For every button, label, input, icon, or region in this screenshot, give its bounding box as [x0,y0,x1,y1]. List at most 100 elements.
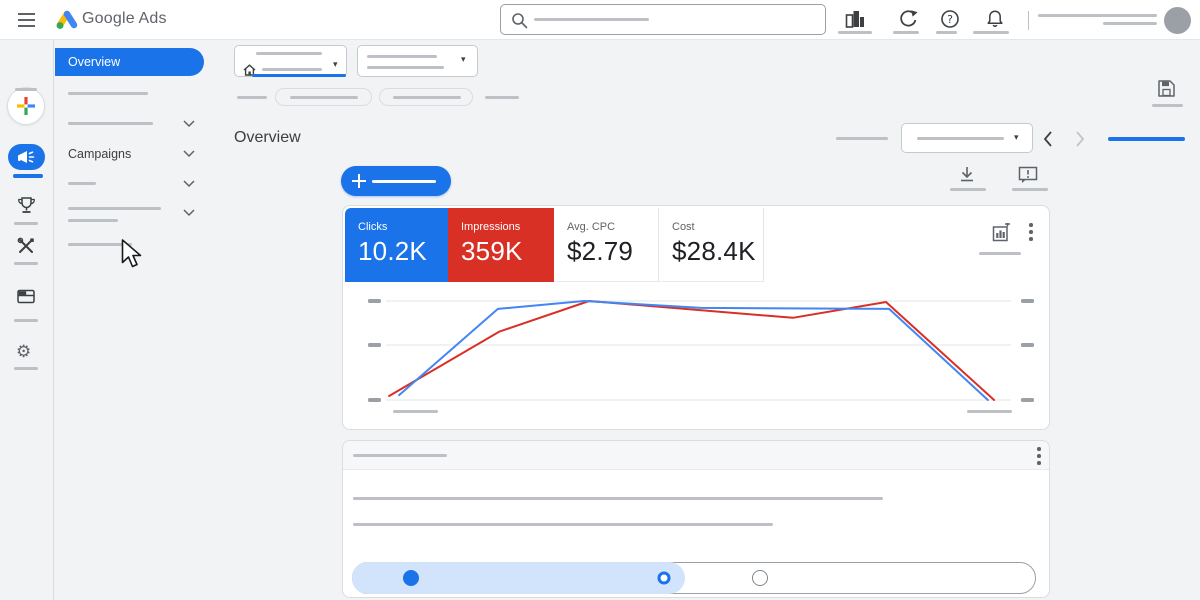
chip-placeholder [290,96,358,99]
chevron-down-icon[interactable] [183,150,195,158]
progress-fill [352,562,686,594]
search-input[interactable] [500,4,826,35]
dropdown-arrow-icon: ▾ [333,60,338,70]
kebab-menu-icon[interactable] [1029,223,1033,241]
scorecard-value: 359K [461,236,523,266]
feedback-icon[interactable] [1018,166,1038,184]
chevron-left-icon[interactable] [1043,131,1053,147]
sidebar-item-placeholder[interactable] [68,182,96,185]
megaphone-icon [18,151,35,163]
dropdown-placeholder [917,137,1004,140]
tools-icon[interactable] [17,236,35,254]
scorecard-label: Avg. CPC [567,221,616,233]
icon-label-placeholder [893,31,919,34]
rail-item-campaigns[interactable] [8,144,45,170]
sidebar-item-overview[interactable]: Overview [55,48,204,76]
filter-chip[interactable] [275,88,372,106]
icon-label-placeholder [950,188,986,191]
dropdown-arrow-icon: ▾ [461,55,466,65]
scorecard-label: Clicks [358,221,388,233]
chevron-down-icon[interactable] [183,209,195,217]
avatar[interactable] [1164,7,1191,34]
chevron-down-icon[interactable] [183,180,195,188]
progress-marker-upcoming[interactable] [751,570,768,586]
help-icon[interactable]: ? [940,9,962,31]
daterange-label-placeholder [836,137,888,140]
dropdown-placeholder [262,68,322,71]
icon-label-placeholder [838,31,872,34]
scorecard-avg-cpc[interactable]: Avg. CPC $2.79 [554,208,659,282]
chart-line-clicks [398,300,989,401]
y-axis-tick [368,398,381,402]
filter-label-placeholder [237,96,267,99]
insert-chart-icon[interactable] [845,9,867,31]
billing-card-icon[interactable] [17,289,35,304]
home-icon [243,64,256,76]
mouse-cursor [121,239,142,268]
edit-chart-icon[interactable] [992,223,1011,242]
top-app-bar: Google Ads ? [0,0,1200,40]
scorecard-label: Cost [672,221,695,233]
scorecard-impressions[interactable]: Impressions 359K [448,208,554,282]
chip-placeholder [393,96,461,99]
sidebar-item-placeholder[interactable] [68,243,132,246]
y2-axis-tick [1021,299,1034,303]
link-placeholder[interactable] [1108,137,1185,141]
chevron-right-icon[interactable] [1075,131,1085,147]
dropdown-arrow-icon: ▾ [1014,133,1019,143]
nav-rail: ⚙ [0,40,54,600]
account-line-placeholder [1038,14,1157,17]
sidebar-item-placeholder[interactable] [68,207,161,210]
search-placeholder-bar [534,18,649,21]
menu-icon[interactable] [18,13,35,27]
sidebar-item-placeholder[interactable] [68,122,153,125]
multicolor-plus-icon [17,97,35,115]
date-range-dropdown[interactable]: ▾ [901,123,1033,153]
scorecard-value: $28.4K [672,236,756,266]
topbar-divider [1028,11,1029,30]
card-header [343,441,1049,470]
text-line-placeholder [353,523,773,526]
new-campaign-button[interactable] [341,166,451,196]
goals-trophy-icon[interactable] [17,196,36,214]
icon-label-placeholder [1152,104,1183,107]
y2-axis-tick [1021,398,1034,402]
create-button[interactable] [7,87,45,125]
sidebar-item-placeholder[interactable] [68,219,118,222]
campaign-selector-dropdown[interactable]: ▾ [357,45,478,77]
refresh-icon[interactable] [898,9,920,31]
search-icon [512,13,528,29]
dropdown-placeholder [256,52,322,55]
dropdown-placeholder [367,55,437,58]
icon-label-placeholder [973,31,1009,34]
chevron-down-icon[interactable] [183,120,195,128]
rail-label-placeholder [14,222,38,225]
settings-gear-icon[interactable]: ⚙ [16,342,32,362]
account-selector-dropdown[interactable]: ▾ [234,45,347,77]
rail-active-indicator [13,174,43,178]
progress-marker-filled[interactable] [403,570,420,586]
save-icon[interactable] [1157,79,1176,98]
recommendations-card [342,440,1050,598]
progress-marker-current[interactable] [657,571,671,585]
timeseries-chart [386,300,1011,401]
sidebar-item-placeholder[interactable] [68,92,148,95]
sidebar-item-label: Overview [68,55,121,69]
sidebar-item-campaigns[interactable]: Campaigns [68,147,132,161]
dropdown-placeholder [367,66,444,69]
notifications-icon[interactable] [985,9,1007,31]
scorecard-cost[interactable]: Cost $28.4K [659,208,764,282]
chart-line-impressions [388,300,996,401]
download-icon[interactable] [958,166,976,184]
rail-label-placeholder [14,319,38,322]
x-axis-label-placeholder [967,410,1012,413]
scorecard-value: $2.79 [567,236,634,266]
scorecard-clicks[interactable]: Clicks 10.2K [345,208,448,282]
text-line-placeholder [353,497,883,500]
filter-chip[interactable] [379,88,473,106]
card-title-placeholder [353,454,447,457]
svg-text:?: ? [947,13,953,26]
overview-chart-card: Clicks 10.2K Impressions 359K Avg. CPC $… [342,205,1050,430]
optimization-progress-bar[interactable] [352,562,1036,594]
kebab-menu-icon[interactable] [1037,447,1041,465]
